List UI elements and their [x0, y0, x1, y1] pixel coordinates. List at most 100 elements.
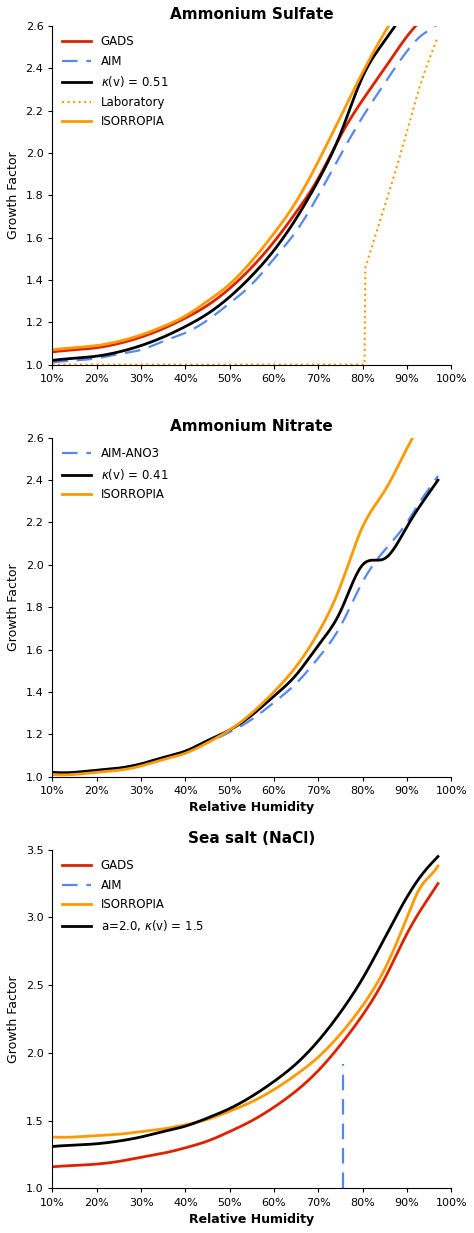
Line: AIM: AIM — [53, 23, 438, 363]
GADS — [365, 84, 371, 99]
ISORROPIA — [280, 1076, 285, 1091]
Laboratory — [233, 358, 238, 372]
GADS — [258, 250, 264, 265]
Line: ISORROPIA: ISORROPIA — [53, 399, 438, 774]
ISORROPIA — [236, 716, 241, 731]
AIM-ANO3 — [236, 720, 241, 735]
ISORROPIA — [365, 54, 371, 69]
$\kappa$(v) = 0.41 — [236, 718, 241, 732]
ISORROPIA — [259, 1089, 264, 1104]
GADS — [235, 1121, 241, 1136]
GADS — [258, 1108, 264, 1123]
ISORROPIA — [50, 767, 55, 782]
GADS — [435, 877, 441, 891]
Laboratory — [365, 250, 371, 265]
GADS — [279, 224, 285, 239]
Line: AIM-ANO3: AIM-ANO3 — [53, 476, 438, 773]
ISORROPIA — [235, 269, 241, 284]
Title: Ammonium Nitrate: Ammonium Nitrate — [171, 419, 333, 434]
$\kappa$(v) = 0.41 — [50, 764, 55, 779]
AIM — [340, 1057, 346, 1071]
$\kappa$(v) = 0.51 — [365, 58, 371, 73]
$\kappa$(v) = 0.51 — [233, 285, 238, 300]
a=2.0, $\kappa$(v) = 1.5 — [50, 1139, 55, 1154]
Line: GADS: GADS — [53, 884, 438, 1166]
$\kappa$(v) = 0.41 — [234, 719, 239, 734]
ISORROPIA — [279, 216, 285, 231]
GADS — [235, 274, 241, 289]
a=2.0, $\kappa$(v) = 1.5 — [258, 1083, 264, 1097]
Laboratory — [426, 53, 431, 68]
GADS — [365, 999, 371, 1014]
Laboratory — [258, 358, 264, 372]
a=2.0, $\kappa$(v) = 1.5 — [233, 1099, 238, 1113]
$\kappa$(v) = 0.51 — [279, 232, 285, 247]
Y-axis label: Growth Factor: Growth Factor — [7, 152, 20, 239]
ISORROPIA — [233, 271, 238, 286]
GADS — [435, 1, 441, 16]
a=2.0, $\kappa$(v) = 1.5 — [279, 1068, 285, 1083]
X-axis label: Relative Humidity: Relative Humidity — [189, 1213, 314, 1226]
AIM — [426, 23, 431, 38]
ISORROPIA — [258, 243, 264, 258]
Line: $\kappa$(v) = 0.51: $\kappa$(v) = 0.51 — [53, 0, 438, 360]
AIM — [279, 242, 285, 256]
$\kappa$(v) = 0.41 — [280, 681, 285, 695]
AIM-ANO3 — [234, 721, 239, 736]
ISORROPIA — [60, 767, 65, 782]
Line: ISORROPIA: ISORROPIA — [53, 0, 438, 350]
ISORROPIA — [427, 404, 432, 419]
GADS — [50, 344, 55, 359]
Line: a=2.0, $\kappa$(v) = 1.5: a=2.0, $\kappa$(v) = 1.5 — [53, 857, 438, 1147]
AIM — [435, 16, 441, 31]
AIM — [233, 291, 238, 306]
X-axis label: Relative Humidity: Relative Humidity — [189, 801, 314, 814]
Laboratory — [435, 30, 441, 44]
$\kappa$(v) = 0.41 — [435, 472, 441, 487]
AIM — [235, 290, 241, 305]
AIM-ANO3 — [259, 705, 264, 720]
a=2.0, $\kappa$(v) = 1.5 — [365, 961, 371, 975]
ISORROPIA — [280, 676, 285, 690]
ISORROPIA — [234, 1101, 239, 1116]
Title: Ammonium Sulfate: Ammonium Sulfate — [170, 7, 334, 22]
AIM-ANO3 — [280, 688, 285, 703]
ISORROPIA — [234, 718, 239, 732]
a=2.0, $\kappa$(v) = 1.5 — [426, 859, 431, 874]
AIM-ANO3 — [60, 766, 65, 780]
ISORROPIA — [50, 343, 55, 358]
GADS — [233, 1122, 238, 1137]
$\kappa$(v) = 0.51 — [235, 282, 241, 297]
ISORROPIA — [259, 697, 264, 711]
AIM — [365, 100, 371, 115]
a=2.0, $\kappa$(v) = 1.5 — [435, 850, 441, 864]
GADS — [426, 9, 431, 23]
AIM-ANO3 — [435, 469, 441, 483]
ISORROPIA — [60, 1129, 65, 1144]
Line: Laboratory: Laboratory — [53, 37, 438, 365]
Legend: GADS, AIM, ISORROPIA, a=2.0, $\kappa$(v) = 1.5: GADS, AIM, ISORROPIA, a=2.0, $\kappa$(v)… — [58, 856, 208, 936]
GADS — [279, 1095, 285, 1110]
AIM-ANO3 — [427, 481, 432, 496]
Legend: GADS, AIM, $\kappa$(v) = 0.51, Laboratory, ISORROPIA: GADS, AIM, $\kappa$(v) = 0.51, Laborator… — [58, 32, 172, 132]
AIM — [50, 355, 55, 370]
GADS — [233, 276, 238, 291]
ISORROPIA — [427, 869, 432, 884]
Laboratory — [279, 358, 285, 372]
Title: Sea salt (NaCl): Sea salt (NaCl) — [188, 831, 316, 846]
Laboratory — [235, 358, 241, 372]
AIM — [258, 266, 264, 281]
ISORROPIA — [366, 507, 372, 522]
Y-axis label: Growth Factor: Growth Factor — [7, 975, 20, 1063]
$\kappa$(v) = 0.41 — [60, 766, 65, 780]
Y-axis label: Growth Factor: Growth Factor — [7, 563, 20, 651]
Laboratory — [50, 358, 55, 372]
GADS — [50, 1159, 55, 1174]
Line: GADS: GADS — [53, 9, 438, 351]
ISORROPIA — [50, 1129, 55, 1144]
Line: ISORROPIA: ISORROPIA — [53, 866, 438, 1137]
$\kappa$(v) = 0.41 — [366, 554, 372, 568]
Legend: AIM-ANO3, $\kappa$(v) = 0.41, ISORROPIA: AIM-ANO3, $\kappa$(v) = 0.41, ISORROPIA — [58, 444, 172, 504]
ISORROPIA — [435, 858, 441, 873]
$\kappa$(v) = 0.41 — [427, 485, 432, 499]
